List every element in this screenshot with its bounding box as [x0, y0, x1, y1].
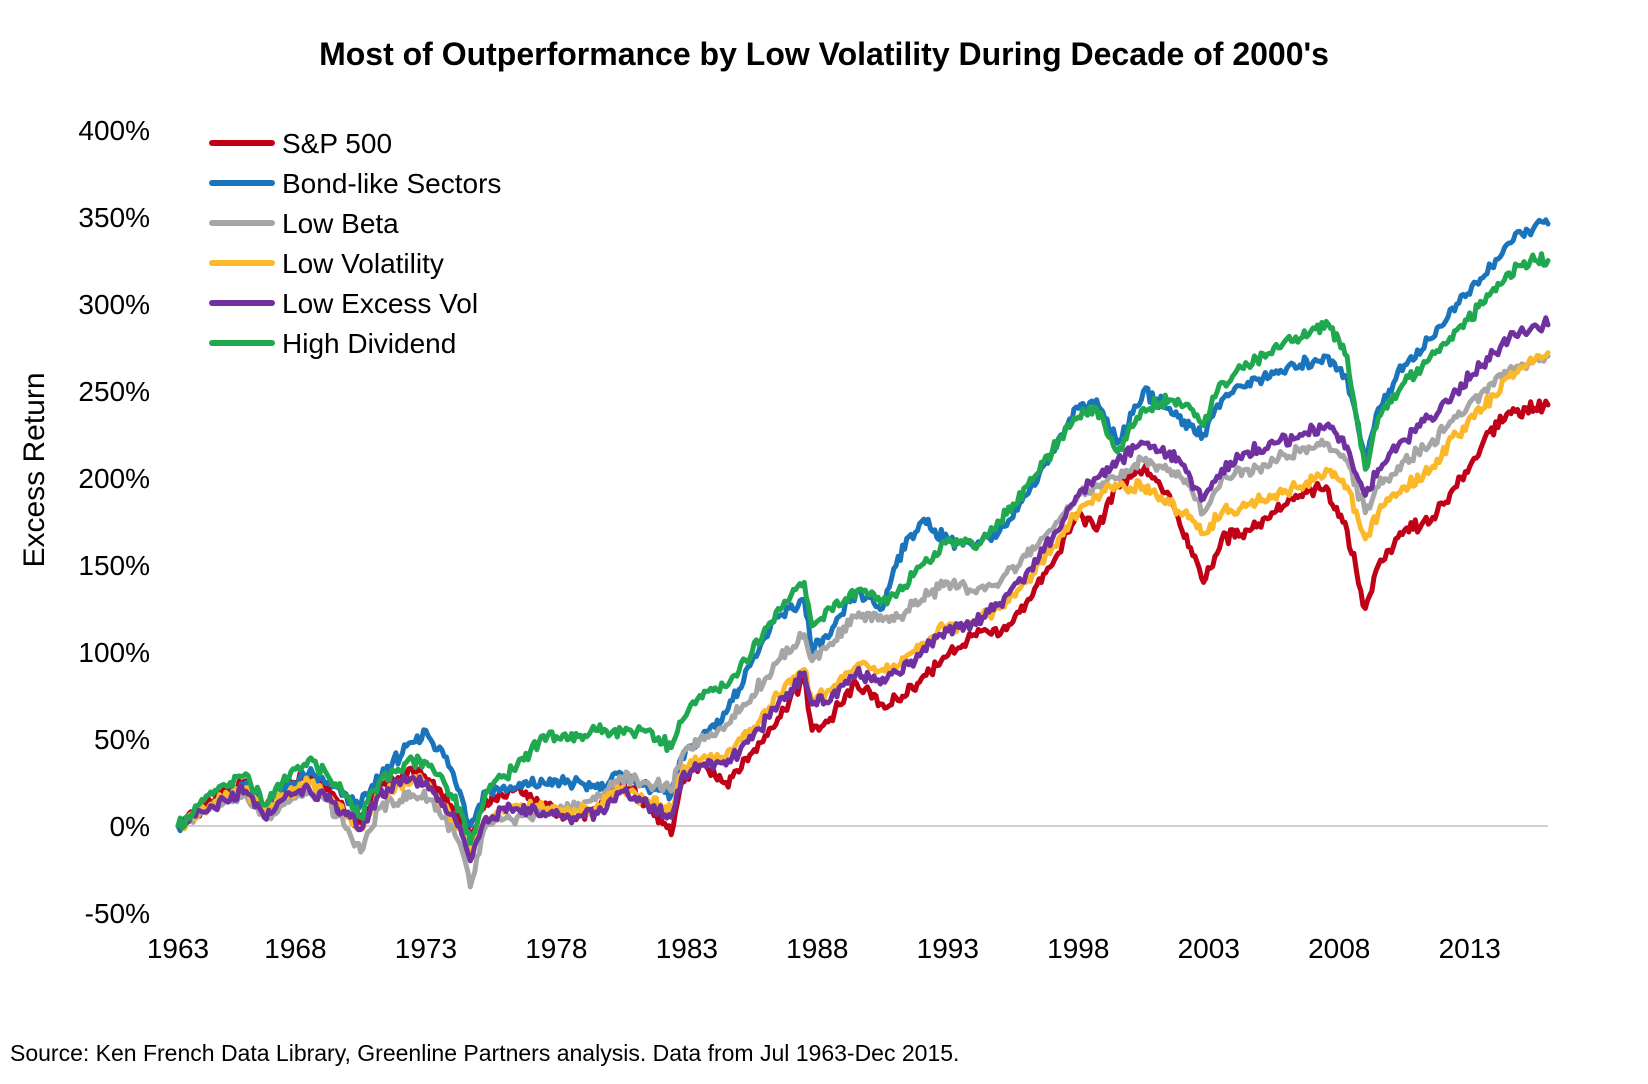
legend-label: Low Excess Vol: [282, 288, 478, 319]
series-line-0: [175, 398, 1551, 838]
y-tick-label: 200%: [78, 463, 150, 494]
series-line-2: [175, 353, 1551, 890]
x-tick-label: 1963: [147, 933, 209, 964]
x-tick-label: 1978: [525, 933, 587, 964]
series-line-1: [175, 217, 1551, 834]
series-line-5: [175, 251, 1551, 846]
x-tick-label: 2003: [1178, 933, 1240, 964]
chart-title: Most of Outperformance by Low Volatility…: [319, 36, 1329, 72]
x-tick-label: 1993: [917, 933, 979, 964]
y-tick-label: 300%: [78, 289, 150, 320]
x-tick-label: 1968: [264, 933, 326, 964]
y-axis-ticks: -50% 0% 50% 100% 150% 200% 250% 300% 350% 400%: [78, 115, 150, 929]
x-tick-label: 2013: [1439, 933, 1501, 964]
y-tick-label: 50%: [94, 724, 150, 755]
legend-label: Bond-like Sectors: [282, 168, 501, 199]
x-tick-label: 1983: [656, 933, 718, 964]
x-tick-label: 2008: [1308, 933, 1370, 964]
legend-label: S&P 500: [282, 128, 392, 159]
y-tick-label: 100%: [78, 637, 150, 668]
y-tick-label: -50%: [85, 898, 150, 929]
x-tick-label: 1973: [395, 933, 457, 964]
x-tick-label: 1998: [1047, 933, 1109, 964]
y-tick-label: 350%: [78, 202, 150, 233]
y-tick-label: 250%: [78, 376, 150, 407]
source-note: Source: Ken French Data Library, Greenli…: [10, 1040, 960, 1066]
y-tick-label: 400%: [78, 115, 150, 146]
x-axis-ticks: 1963 1968 1973 1978 1983 1988 1993 1998 2003 2008…: [147, 933, 1501, 964]
y-tick-label: 150%: [78, 550, 150, 581]
legend: S&P 500 Bond-like Sectors Low Beta Low Vola…: [209, 128, 501, 359]
legend-label: High Dividend: [282, 328, 456, 359]
y-axis-label: Excess Return: [18, 372, 51, 567]
series-line-4: [175, 315, 1551, 864]
y-tick-label: 0%: [110, 811, 150, 842]
series-lines: [175, 217, 1551, 890]
legend-label: Low Volatility: [282, 248, 444, 279]
x-tick-label: 1988: [786, 933, 848, 964]
legend-label: Low Beta: [282, 208, 399, 239]
